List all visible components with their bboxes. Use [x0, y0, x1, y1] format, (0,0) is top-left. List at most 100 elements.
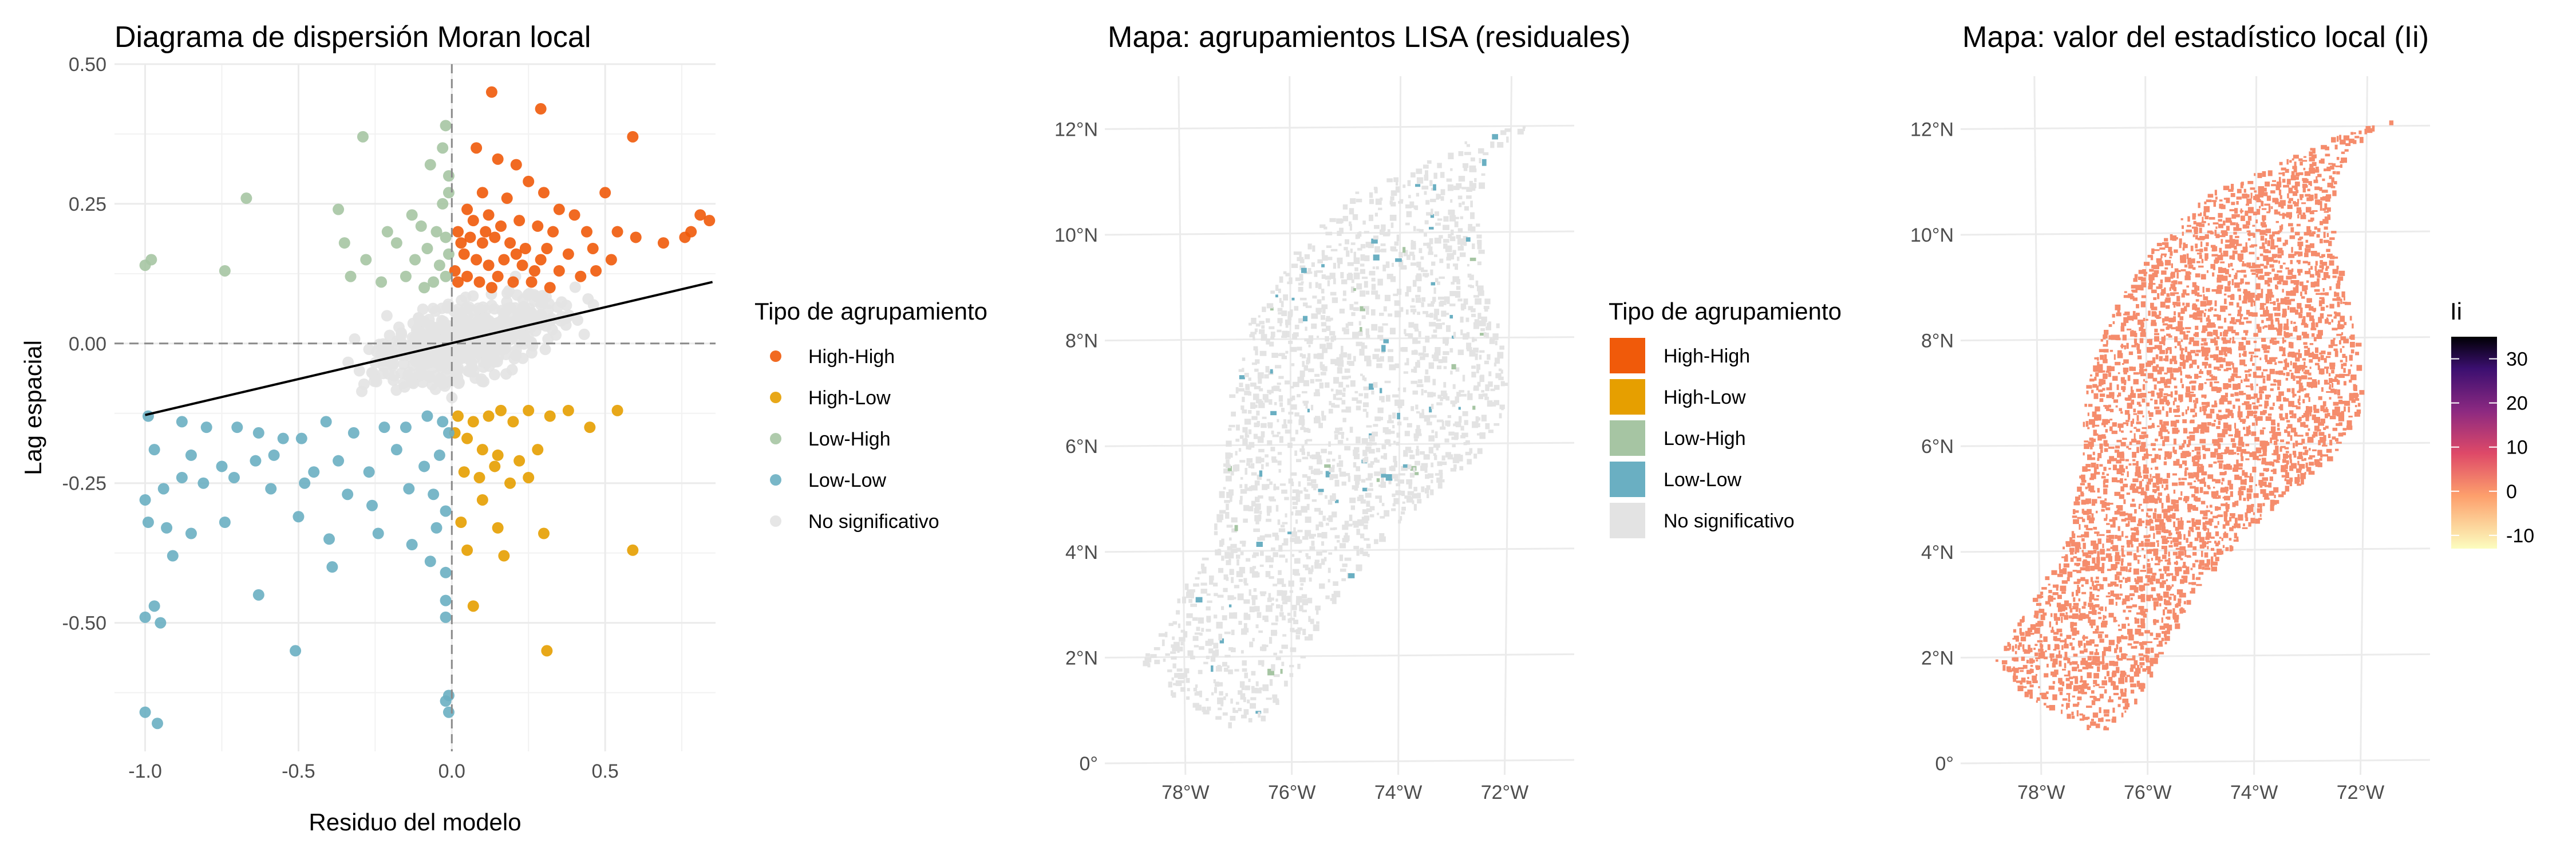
- region-ii-value: [2095, 406, 2100, 412]
- region-no-significativo: [1432, 297, 1436, 302]
- region-ii-value: [2282, 397, 2286, 399]
- region-ii-value: [2117, 423, 2124, 428]
- region-low-high: [1415, 472, 1419, 475]
- region-no-significativo: [1332, 511, 1337, 518]
- region-no-significativo: [1365, 478, 1372, 481]
- region-ii-value: [2085, 464, 2091, 468]
- region-ii-value: [2104, 373, 2108, 378]
- region-ii-value: [2293, 393, 2297, 396]
- region-no-significativo: [1413, 504, 1417, 511]
- region-ii-value: [2264, 325, 2268, 328]
- region-ii-value: [2117, 696, 2121, 700]
- region-ii-value: [2331, 383, 2334, 388]
- region-ii-value: [2059, 680, 2063, 685]
- region-no-significativo: [1171, 644, 1175, 648]
- latitude-tick-label: 4°N: [1921, 542, 1954, 564]
- region-ii-value: [2223, 515, 2227, 522]
- region-no-significativo: [1279, 321, 1282, 326]
- region-no-significativo: [1368, 448, 1375, 454]
- region-ii-value: [2243, 345, 2246, 350]
- region-no-significativo: [1299, 251, 1302, 259]
- region-no-significativo: [1337, 262, 1340, 269]
- region-ii-value: [2229, 527, 2234, 531]
- region-ii-value: [2128, 569, 2132, 573]
- region-no-significativo: [1198, 571, 1202, 574]
- region-no-significativo: [1316, 608, 1319, 615]
- region-ii-value: [2203, 477, 2206, 483]
- region-no-significativo: [1305, 489, 1309, 492]
- region-no-significativo: [1228, 669, 1233, 675]
- point-low-low: [320, 416, 332, 428]
- region-ii-value: [2202, 405, 2207, 412]
- region-no-significativo: [1310, 470, 1315, 474]
- region-no-significativo: [1282, 615, 1286, 621]
- region-no-significativo: [1228, 722, 1232, 728]
- region-no-significativo: [1341, 345, 1344, 352]
- region-no-significativo: [1463, 236, 1468, 241]
- region-ii-value: [2013, 657, 2019, 662]
- region-no-significativo: [1370, 461, 1374, 465]
- region-ii-value: [2283, 331, 2286, 337]
- region-no-significativo: [1319, 382, 1324, 389]
- region-no-significativo: [1473, 322, 1479, 329]
- region-no-significativo: [1352, 521, 1358, 526]
- point-low-low: [293, 511, 305, 523]
- region-no-significativo: [1336, 397, 1342, 400]
- region-no-significativo: [1251, 317, 1257, 325]
- region-no-significativo: [1354, 301, 1358, 305]
- region-ii-value: [2083, 421, 2085, 427]
- region-no-significativo: [1317, 299, 1322, 304]
- region-ii-value: [2172, 368, 2179, 373]
- region-ii-value: [2225, 502, 2228, 507]
- region-ii-value: [2112, 422, 2117, 427]
- region-no-significativo: [1242, 368, 1244, 371]
- region-ii-value: [2110, 581, 2117, 586]
- region-ii-value: [2192, 546, 2197, 550]
- region-no-significativo: [1334, 479, 1340, 487]
- region-no-significativo: [1459, 390, 1464, 393]
- region-ii-value: [2158, 345, 2162, 350]
- region-ii-value: [2089, 619, 2096, 626]
- region-no-significativo: [1210, 656, 1216, 662]
- region-no-significativo: [1409, 201, 1415, 208]
- region-ii-value: [2167, 573, 2174, 576]
- region-no-significativo: [1457, 238, 1464, 245]
- region-no-significativo: [1283, 271, 1287, 274]
- region-no-significativo: [1405, 204, 1412, 209]
- region-no-significativo: [1295, 510, 1302, 515]
- region-ii-value: [2284, 362, 2289, 368]
- region-ii-value: [2320, 354, 2324, 360]
- region-ii-value: [2119, 408, 2123, 411]
- region-ii-value: [2088, 441, 2094, 447]
- region-no-significativo: [1450, 168, 1453, 171]
- region-ii-value: [2166, 333, 2171, 336]
- region-no-significativo: [1223, 588, 1228, 592]
- region-ii-value: [2308, 397, 2310, 402]
- region-ii-value: [2238, 416, 2241, 420]
- point-low-high: [430, 226, 442, 238]
- region-no-significativo: [1327, 579, 1330, 583]
- region-ii-value: [2350, 349, 2354, 354]
- region-ii-value: [2086, 706, 2092, 708]
- region-ii-value: [2147, 508, 2153, 511]
- region-no-significativo: [1195, 704, 1202, 711]
- point-high-high: [523, 175, 535, 187]
- region-no-significativo: [1334, 535, 1340, 539]
- region-no-significativo: [1250, 382, 1257, 387]
- region-ii-value: [2158, 652, 2164, 655]
- region-no-significativo: [1271, 386, 1274, 391]
- region-ii-value: [2122, 698, 2129, 703]
- region-ii-value: [2200, 466, 2204, 472]
- region-no-significativo: [1297, 257, 1304, 261]
- region-ii-value: [2301, 439, 2305, 444]
- point-low-low: [197, 477, 210, 489]
- region-ii-value: [2020, 636, 2026, 641]
- region-ii-value: [2215, 479, 2221, 484]
- region-ii-value: [2207, 528, 2210, 534]
- region-no-significativo: [1330, 527, 1336, 530]
- region-ii-value: [2192, 415, 2195, 417]
- region-ii-value: [2101, 622, 2107, 628]
- region-ii-value: [2298, 416, 2302, 421]
- region-ii-value: [2280, 439, 2285, 443]
- region-no-significativo: [1445, 396, 1450, 401]
